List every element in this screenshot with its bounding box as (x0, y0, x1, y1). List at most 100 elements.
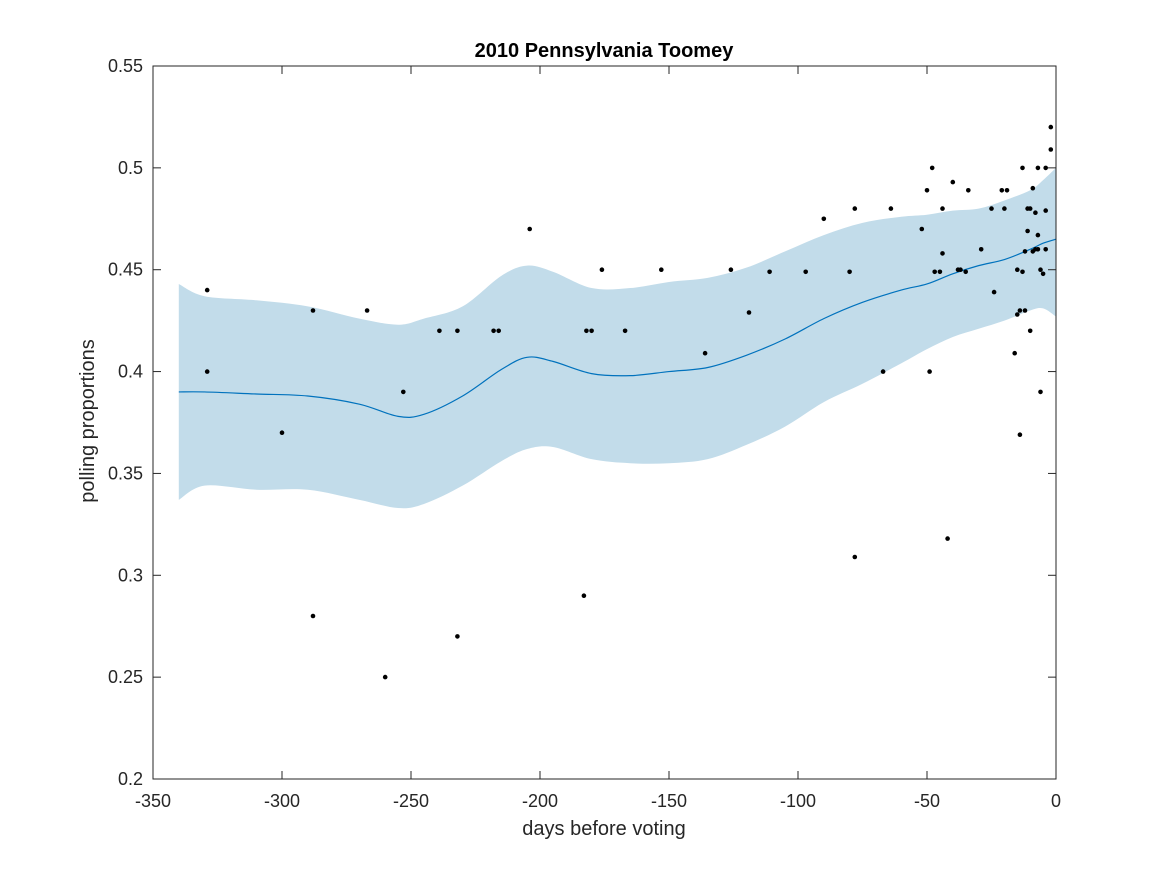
poll-point (659, 267, 664, 273)
x-tick-label: -350 (135, 791, 171, 811)
x-tick-label: -50 (914, 791, 940, 811)
poll-point (1004, 188, 1010, 193)
x-tick-label: -300 (264, 791, 300, 811)
poll-point (989, 206, 994, 211)
y-tick-label: 0.5 (118, 158, 143, 178)
poll-point (204, 369, 210, 374)
plot-area (178, 124, 1057, 680)
poll-point (821, 216, 827, 222)
poll-point (599, 267, 605, 273)
poll-point (728, 267, 734, 273)
poll-point (999, 188, 1005, 193)
poll-point (937, 269, 943, 275)
poll-point (1022, 308, 1028, 313)
poll-point (1048, 147, 1054, 152)
poll-point (852, 206, 858, 211)
poll-point (702, 350, 708, 356)
poll-point (1027, 328, 1033, 334)
poll-point (978, 247, 984, 252)
poll-point (1025, 228, 1030, 234)
chart-title: 2010 Pennsylvania Toomey (475, 40, 735, 62)
x-tick-label: -150 (651, 791, 687, 811)
poll-point (966, 188, 971, 193)
poll-point (1043, 165, 1048, 171)
poll-point (1038, 267, 1043, 273)
x-tick-label: -200 (522, 791, 558, 811)
poll-point (364, 308, 370, 313)
poll-point (1017, 432, 1023, 438)
x-tick-label: -250 (393, 791, 429, 811)
poll-point (527, 226, 532, 232)
poll-point (1027, 206, 1033, 211)
poll-point (767, 269, 772, 275)
poll-point (1015, 312, 1020, 317)
poll-point (1038, 389, 1043, 395)
y-tick-label: 0.35 (108, 463, 143, 483)
poll-point (932, 269, 937, 275)
y-tick-label: 0.4 (118, 362, 143, 382)
poll-point (1035, 247, 1041, 252)
poll-point (581, 593, 587, 598)
poll-point (940, 251, 945, 256)
poll-point (888, 206, 894, 211)
poll-point (919, 226, 925, 232)
poll-point (1033, 210, 1038, 215)
poll-point (455, 328, 460, 334)
y-tick-label: 0.55 (108, 56, 143, 76)
x-tick-label: 0 (1051, 791, 1061, 811)
trend-line (178, 238, 1057, 418)
poll-point (880, 369, 886, 374)
y-tick-label: 0.2 (118, 769, 143, 789)
y-tick-label: 0.45 (108, 260, 143, 280)
x-axis-label: days before voting (522, 818, 685, 840)
poll-point (945, 536, 950, 541)
poll-point (622, 328, 628, 334)
poll-point (437, 328, 442, 334)
poll-point (852, 554, 858, 560)
poll-point (584, 328, 589, 334)
poll-point (279, 430, 285, 436)
poll-point (310, 613, 316, 619)
poll-point (1020, 165, 1025, 171)
poll-point (1040, 271, 1046, 277)
axes: -350 -300 -250 -200 -150 -100 -50 0 0.2 0.25 0.3 0.… (108, 56, 1061, 811)
poll-point (924, 188, 930, 193)
poll-point (455, 634, 460, 639)
poll-point (1035, 165, 1041, 171)
poll-point (1017, 308, 1023, 313)
poll-point (1043, 247, 1048, 252)
poll-point (491, 328, 496, 334)
poll-point (1035, 232, 1041, 238)
poll-point (803, 269, 808, 275)
poll-point (991, 289, 997, 295)
poll-point (1015, 267, 1020, 273)
poll-point (1022, 249, 1028, 254)
poll-point (1002, 206, 1007, 211)
poll-point (1043, 208, 1048, 213)
poll-point (589, 328, 594, 334)
poll-point (940, 206, 945, 211)
poll-point (746, 310, 752, 315)
confidence-band (178, 167, 1057, 509)
y-tick-label: 0.25 (108, 667, 143, 687)
poll-point (310, 308, 316, 313)
poll-point (204, 287, 210, 293)
y-tick-label: 0.3 (118, 565, 143, 585)
poll-point (382, 674, 388, 680)
x-tick-label: -100 (780, 791, 816, 811)
poll-point (1012, 350, 1017, 356)
poll-point (958, 267, 963, 273)
poll-point (496, 328, 502, 334)
poll-point (401, 389, 406, 395)
poll-point (950, 179, 956, 185)
poll-point (1048, 124, 1054, 130)
poll-point (1020, 269, 1025, 275)
y-axis-label: polling proportions (77, 339, 99, 502)
poll-point (929, 165, 935, 171)
poll-point (847, 269, 852, 275)
axes-box (152, 65, 1057, 780)
poll-point (927, 369, 932, 374)
poll-point (963, 269, 968, 275)
poll-point (1030, 185, 1036, 191)
